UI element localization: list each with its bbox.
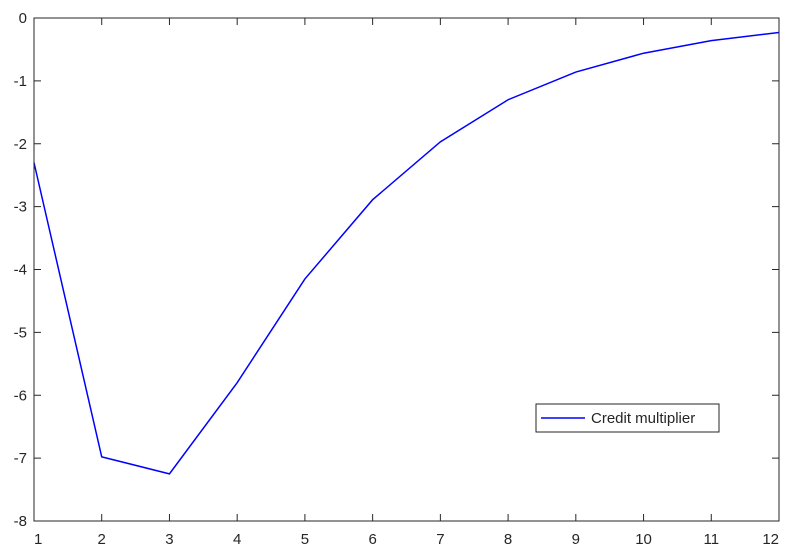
x-tick-label: 4 [233,531,241,548]
legend-label-credit-multiplier: Credit multiplier [591,410,695,427]
y-tick-label: -5 [14,324,27,341]
legend: Credit multiplier [535,403,720,433]
x-tick-label: 5 [301,531,309,548]
x-tick-label: 12 [762,531,779,548]
tick-layer [33,17,780,522]
y-tick-label: -2 [14,136,27,153]
x-tick-label: 6 [368,531,376,548]
series-layer [33,31,780,475]
y-tick-label: -3 [14,199,27,216]
x-tick-label: 2 [98,531,106,548]
y-tick-label: -7 [14,450,27,467]
plot-area-frame [33,17,780,522]
y-tick-label: -8 [14,513,27,530]
y-tick-label: -4 [14,262,27,279]
x-tick-label: 9 [572,531,580,548]
x-tick-label: 7 [436,531,444,548]
series-line-0 [33,31,780,475]
x-tick-label: 8 [504,531,512,548]
x-tick-label: 10 [635,531,652,548]
y-tick-label: 0 [19,10,27,27]
y-tick-label: -1 [14,73,27,90]
x-tick-label: 11 [703,531,719,548]
x-tick-label: 3 [165,531,173,548]
tick-label-layer: 1 2 3 4 5 6 7 8 9 10 11 120-1-2-3-4-5-6-7-8 [14,10,779,548]
y-tick-label: -6 [14,387,27,404]
x-tick-label: 1 [34,531,42,548]
